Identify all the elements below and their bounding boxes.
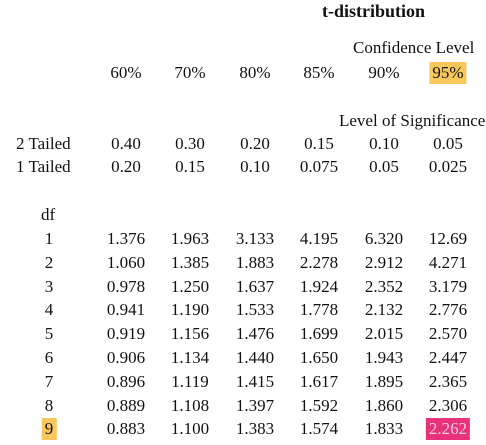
cell: 6.320 bbox=[364, 229, 404, 248]
confidence-label: Confidence Level bbox=[353, 38, 475, 57]
cell: 2.015 bbox=[364, 324, 404, 344]
cell: 1.440 bbox=[235, 348, 275, 367]
title: t-distribution bbox=[322, 1, 426, 21]
cell: 1.100 bbox=[170, 419, 210, 439]
cell: 0.15 bbox=[175, 157, 205, 176]
cell: 0.896 bbox=[106, 371, 146, 391]
cell: 1.134 bbox=[170, 348, 210, 367]
tail-label: 1 Tailed bbox=[16, 157, 71, 176]
cell: 0.20 bbox=[111, 157, 141, 176]
cell: 1.476 bbox=[235, 324, 275, 344]
cell: 0.40 bbox=[111, 134, 141, 153]
cell: 2.365 bbox=[428, 371, 468, 391]
cell: 1.060 bbox=[106, 252, 146, 272]
cell: 0.10 bbox=[369, 134, 399, 153]
cell: 0.883 bbox=[106, 419, 146, 439]
cell: 1.699 bbox=[299, 324, 339, 344]
cell: 1.533 bbox=[235, 300, 275, 320]
cell: 0.10 bbox=[240, 157, 270, 176]
cell: 4.195 bbox=[299, 229, 339, 248]
cell: 1.397 bbox=[235, 395, 275, 415]
percent: 85% bbox=[303, 63, 335, 82]
cell: 1.156 bbox=[170, 324, 210, 344]
cell: 1.108 bbox=[170, 395, 210, 415]
cell: 0.15 bbox=[304, 134, 334, 153]
percent: 90% bbox=[368, 63, 400, 82]
df: 7 bbox=[44, 371, 54, 391]
cell: 12.69 bbox=[428, 229, 468, 248]
cell: 3.133 bbox=[235, 229, 275, 248]
percent: 60% bbox=[110, 63, 142, 82]
cell: 0.919 bbox=[106, 324, 146, 344]
cell: 0.941 bbox=[106, 300, 146, 320]
cell: 0.05 bbox=[369, 157, 399, 176]
cell: 0.978 bbox=[106, 276, 146, 296]
tail-label: 2 Tailed bbox=[16, 134, 71, 153]
cell: 1.574 bbox=[299, 419, 339, 439]
cell: 2.570 bbox=[428, 324, 468, 344]
cell: 1.376 bbox=[106, 229, 146, 248]
cell: 1.617 bbox=[299, 371, 339, 391]
df: 6 bbox=[44, 348, 54, 367]
cell: 0.20 bbox=[240, 134, 270, 153]
cell: 1.895 bbox=[364, 371, 404, 391]
cell: 2.306 bbox=[428, 395, 468, 415]
cell: 1.119 bbox=[171, 371, 209, 391]
cell: 1.415 bbox=[235, 371, 275, 391]
df: 9 bbox=[41, 418, 57, 441]
cell: 1.650 bbox=[299, 348, 339, 367]
cell: 2.447 bbox=[428, 348, 468, 367]
cell: 0.30 bbox=[175, 134, 205, 153]
df: 5 bbox=[44, 324, 54, 344]
df: 1 bbox=[44, 229, 54, 248]
cell: 1.860 bbox=[364, 395, 404, 415]
cell: 1.383 bbox=[235, 419, 275, 439]
cell: 0.906 bbox=[106, 348, 146, 367]
cell: 2.352 bbox=[364, 276, 404, 296]
cell: 3.179 bbox=[428, 276, 468, 296]
cell: 0.075 bbox=[299, 157, 339, 176]
cell: 2.262 bbox=[425, 418, 471, 441]
percent: 95% bbox=[429, 62, 467, 84]
cell: 1.833 bbox=[364, 419, 404, 439]
cell: 2.776 bbox=[428, 300, 468, 320]
significance-label: Level of Significance bbox=[339, 111, 486, 130]
cell: 1.637 bbox=[235, 276, 275, 296]
df: 2 bbox=[44, 252, 54, 272]
percent: 70% bbox=[174, 63, 206, 82]
cell: 4.271 bbox=[428, 252, 468, 272]
df: 4 bbox=[44, 300, 54, 320]
cell: 1.592 bbox=[299, 395, 339, 415]
cell: 0.025 bbox=[428, 157, 468, 176]
cell: 1.778 bbox=[299, 300, 339, 320]
df-label: df bbox=[41, 205, 56, 224]
percent: 80% bbox=[239, 63, 271, 82]
cell: 0.889 bbox=[106, 395, 146, 415]
cell: 1.943 bbox=[364, 348, 404, 367]
cell: 2.912 bbox=[364, 252, 404, 272]
cell: 1.190 bbox=[170, 300, 210, 320]
cell: 1.924 bbox=[299, 276, 339, 296]
cell: 1.250 bbox=[170, 276, 210, 296]
cell: 2.132 bbox=[364, 300, 404, 320]
cell: 1.963 bbox=[170, 229, 210, 248]
cell: 1.883 bbox=[235, 252, 275, 272]
cell: 1.385 bbox=[170, 252, 210, 272]
cell: 0.05 bbox=[433, 134, 463, 153]
df: 3 bbox=[44, 276, 54, 296]
df: 8 bbox=[44, 395, 54, 415]
cell: 2.278 bbox=[299, 252, 339, 272]
